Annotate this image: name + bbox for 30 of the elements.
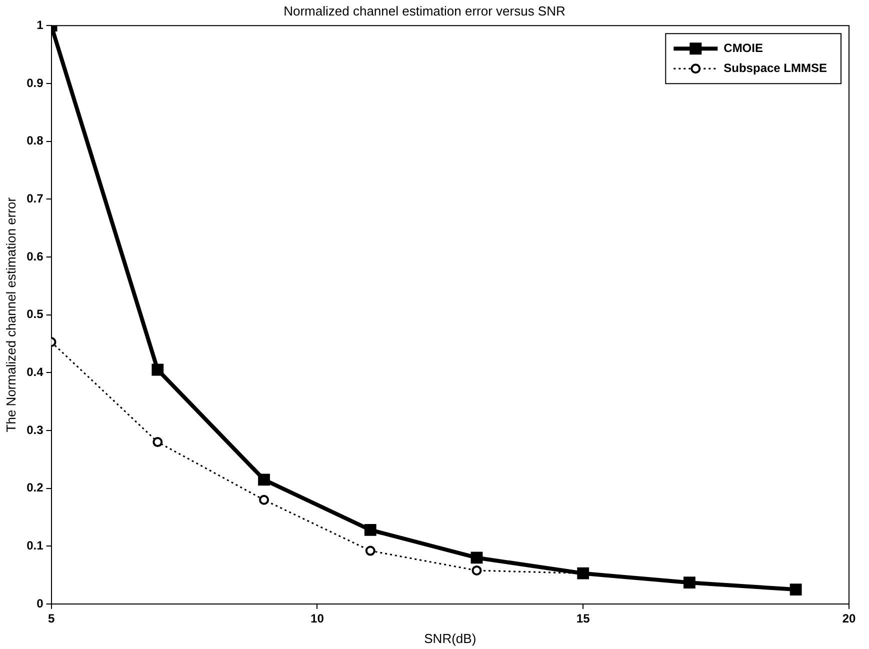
point	[258, 474, 270, 486]
y-tick-label: 0.5	[26, 307, 44, 322]
y-tick-label: 1	[36, 18, 44, 32]
point	[472, 565, 482, 576]
x-tick-label: 10	[310, 612, 324, 626]
y-tick-label: 0.1	[26, 538, 44, 552]
y-tick-label: 0.6	[26, 249, 44, 264]
y-tick-label: 0.9	[26, 76, 44, 90]
legend-label: Subspace LMMSE	[724, 60, 828, 75]
point	[259, 494, 270, 505]
y-tick-label: 0	[36, 596, 44, 610]
y-tick-label: 0.4	[26, 364, 44, 379]
point	[790, 584, 802, 596]
y-tick-label: 0.2	[26, 480, 44, 495]
y-tick-label: 0.7	[26, 191, 44, 206]
x-tick-label: 15	[576, 612, 590, 626]
point	[365, 546, 376, 556]
point	[684, 576, 696, 589]
point	[152, 364, 164, 376]
legend-label: CMOIE	[724, 40, 763, 55]
point	[470, 552, 483, 564]
y-tick-label: 0.3	[26, 422, 44, 437]
y-axis-title: The Normalized channel estimation error	[3, 196, 18, 432]
y-tick-label: 0.8	[26, 134, 44, 148]
point	[364, 524, 376, 536]
x-tick-label: 20	[842, 612, 856, 626]
x-axis-title: SNR(dB)	[424, 630, 476, 646]
chart-title: Normalized channel estimation error versus SNR	[284, 3, 566, 18]
point	[152, 437, 163, 448]
x-tick-label: 5	[48, 612, 55, 626]
